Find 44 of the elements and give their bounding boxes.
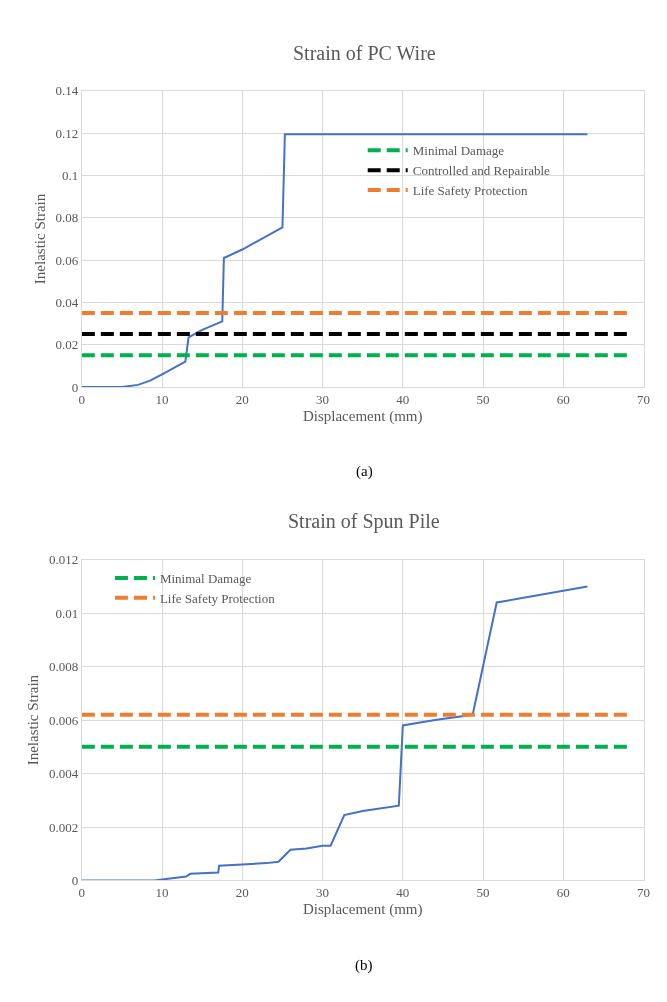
x-tick-label: 50: [476, 391, 490, 407]
y-tick-label: 0.006: [48, 712, 79, 728]
x-tick-label: 20: [235, 885, 249, 901]
x-tick-label: 40: [396, 391, 410, 407]
x-tick-label: 40: [396, 885, 410, 901]
legend-label: Minimal Damage: [412, 143, 505, 159]
y-tick-label: 0.02: [55, 337, 79, 353]
x-tick-label: 70: [637, 885, 651, 901]
x-tick-label: 60: [556, 391, 570, 407]
line-series: [81, 585, 589, 881]
chart-title: Strain of PC Wire: [293, 42, 436, 64]
line-series: [81, 133, 589, 387]
y-tick-label: 0.04: [55, 294, 79, 310]
x-tick-label: 60: [556, 885, 570, 901]
y-tick-label: 0: [71, 873, 79, 889]
chart-title: Strain of Spun Pile: [288, 510, 440, 533]
y-tick-label: 0.12: [55, 125, 79, 141]
y-tick-label: 0: [71, 379, 79, 395]
x-tick-label: 20: [235, 391, 249, 407]
legend-label: Life Safety Protection: [159, 590, 276, 606]
x-tick-label: 50: [476, 885, 490, 901]
y-axis-title: Inelastic Strain: [31, 193, 48, 285]
y-tick-label: 0.004: [48, 766, 79, 782]
legend-label: Minimal Damage: [159, 570, 252, 586]
y-tick-label: 0.1: [61, 168, 79, 184]
text: (a): [356, 463, 373, 480]
y-tick-label: 0.008: [48, 659, 79, 675]
y-tick-label: 0.06: [55, 252, 79, 268]
x-axis-title: Displacement (mm): [302, 901, 423, 919]
x-tick-label: 30: [316, 391, 330, 407]
legend-label: Life Safety Protection: [412, 183, 528, 199]
text: (b): [355, 957, 373, 974]
y-axis-title: Inelastic Strain: [25, 674, 42, 766]
x-tick-label: 10: [155, 885, 169, 901]
x-tick-label: 10: [155, 391, 169, 407]
y-tick-label: 0.01: [55, 605, 79, 621]
y-tick-label: 0.012: [48, 552, 79, 568]
legend-label: Controlled and Repairable: [412, 163, 551, 179]
y-tick-label: 0.14: [55, 83, 79, 99]
x-tick-label: 30: [316, 885, 330, 901]
y-tick-label: 0.08: [55, 210, 79, 226]
x-tick-label: 70: [637, 391, 651, 407]
x-axis-title: Displacement (mm): [302, 407, 423, 425]
y-tick-label: 0.002: [48, 819, 79, 835]
